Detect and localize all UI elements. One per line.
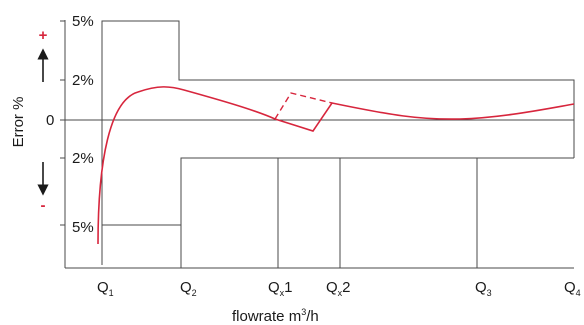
- plus-sign: +: [39, 27, 48, 44]
- y-tick-label: 2%: [72, 150, 94, 167]
- x-tick-label-qx1: Qx1: [268, 279, 293, 298]
- x-tick-label-q1: Q1: [97, 279, 114, 298]
- y-tick-label: 0: [46, 112, 54, 129]
- y-tick-label: 5%: [72, 219, 94, 236]
- minus-sign: -: [41, 197, 46, 214]
- x-axis-title: flowrate m3/h: [232, 307, 319, 325]
- error-curve: [97, 86, 575, 245]
- x-tick-label-qx2: Qx2: [326, 279, 351, 298]
- x-tick-label-q4: Q4: [564, 279, 581, 298]
- error-curve-dashed-shift: [274, 92, 333, 120]
- x-tick-label-q2: Q2: [180, 279, 197, 298]
- lower-tolerance-limit: [102, 157, 574, 226]
- upper-tolerance-limit: [101, 20, 575, 265]
- y-axis-title: Error %: [10, 97, 27, 148]
- y-tick-label: 2%: [72, 72, 94, 89]
- y-tick-label: 5%: [72, 13, 94, 30]
- x-tick-label-q3: Q3: [475, 279, 492, 298]
